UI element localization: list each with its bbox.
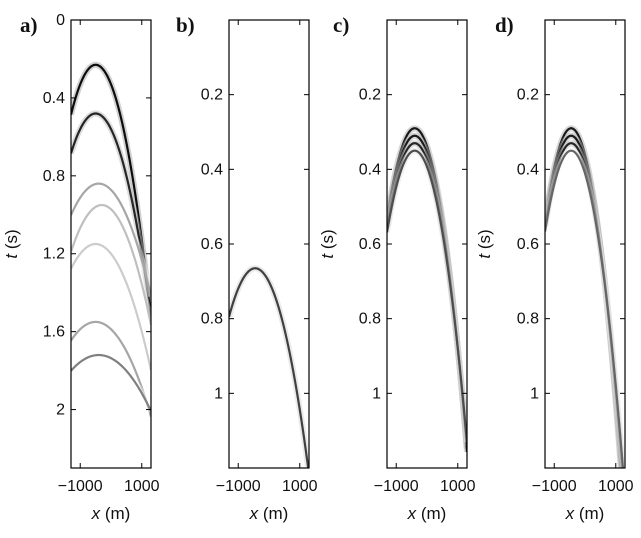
event-halo [545, 140, 625, 468]
y-axis-unit: (s) [2, 229, 21, 254]
x-axis-label: x (m) [407, 504, 447, 523]
y-tick-label: 0.6 [517, 236, 539, 253]
y-tick-label: 0.4 [517, 161, 539, 178]
y-axis-unit: (s) [475, 229, 494, 254]
event-halo [545, 147, 625, 468]
x-axis-variable: x [249, 504, 259, 523]
reflection-events [71, 61, 151, 418]
y-axis-label: t (s) [475, 229, 494, 258]
x-tick-label: 1000 [282, 478, 318, 495]
panel-label: a) [20, 13, 38, 37]
y-tick-label: 0.6 [359, 236, 381, 253]
y-tick-label: 0.6 [201, 236, 223, 253]
x-axis-variable: x [407, 504, 417, 523]
event-halo [71, 318, 151, 418]
x-tick-label: 1000 [124, 478, 160, 495]
event-line [229, 267, 309, 468]
event-line [71, 242, 151, 371]
x-axis-label: x (m) [91, 504, 131, 523]
y-axis-label: t (s) [2, 229, 21, 258]
x-axis-unit: (m) [100, 504, 130, 523]
panel-a: 0 0.4 0.8 1.2 1.6 2 −1000 1000 x (m) t (s) a) [2, 12, 160, 523]
x-axis-unit: (m) [258, 504, 288, 523]
y-axis-variable: t [2, 253, 21, 259]
y-axis-label: t (s) [318, 229, 337, 258]
y-axis-variable: t [475, 253, 494, 259]
event-halo [229, 265, 309, 468]
x-tick-label: −1000 [374, 478, 419, 495]
reflection-events [545, 125, 625, 468]
plot-frame [70, 19, 152, 469]
y-tick-label: 0.4 [359, 161, 381, 178]
panel-label: b) [176, 13, 195, 37]
event-line [71, 353, 151, 412]
x-tick-label: −1000 [532, 478, 577, 495]
x-axis-variable: x [91, 504, 101, 523]
y-tick-label: 2 [56, 402, 65, 419]
x-axis-unit: (m) [574, 504, 604, 523]
y-tick-label: 0 [56, 12, 65, 29]
plot-frame [386, 19, 468, 469]
y-tick-label: 0.8 [517, 311, 539, 328]
x-tick-label: 1000 [598, 478, 634, 495]
event-line [71, 320, 151, 417]
x-tick-label: −1000 [216, 478, 261, 495]
panel-c: 0.2 0.4 0.6 0.8 1 −1000 1000 x (m) t (s) c) [318, 13, 476, 523]
y-axis-unit: (s) [318, 229, 337, 254]
y-tick-label: 1 [372, 385, 381, 402]
y-tick-label: 0.4 [201, 161, 223, 178]
y-tick-label: 0.4 [43, 90, 65, 107]
y-tick-label: 0.8 [43, 168, 65, 185]
event-line [545, 149, 625, 468]
x-axis-label: x (m) [249, 504, 289, 523]
x-axis-unit: (m) [416, 504, 446, 523]
event-halo [71, 352, 151, 413]
event-line [387, 149, 467, 443]
x-tick-label: 1000 [440, 478, 476, 495]
y-tick-label: 0.8 [359, 311, 381, 328]
y-tick-label: 1.2 [43, 246, 65, 263]
y-tick-label: 0.2 [517, 87, 539, 104]
panel-d: 0.2 0.4 0.6 0.8 1 −1000 1000 x (m) t (s) d) [475, 13, 634, 523]
reflection-events [387, 125, 467, 453]
y-tick-label: 1.6 [43, 324, 65, 341]
y-tick-label: 1 [530, 385, 539, 402]
reflection-events [229, 265, 309, 468]
y-tick-label: 1 [214, 385, 223, 402]
event-line [545, 142, 624, 468]
event-halo [545, 132, 625, 468]
x-axis-variable: x [565, 504, 575, 523]
x-tick-label: −1000 [58, 478, 103, 495]
y-tick-label: 0.2 [359, 87, 381, 104]
panel-label: d) [495, 13, 514, 37]
event-line [71, 182, 151, 297]
x-axis-label: x (m) [565, 504, 605, 523]
y-axis-variable: t [318, 253, 337, 259]
event-line [71, 112, 151, 316]
panel-b: 0.2 0.4 0.6 0.8 1 −1000 1000 x (m) b) [176, 13, 318, 523]
y-tick-label: 0.8 [201, 311, 223, 328]
event-line [545, 134, 623, 468]
event-line [71, 203, 151, 325]
event-line [71, 63, 151, 318]
panel-label: c) [333, 13, 349, 37]
y-tick-label: 0.2 [201, 87, 223, 104]
